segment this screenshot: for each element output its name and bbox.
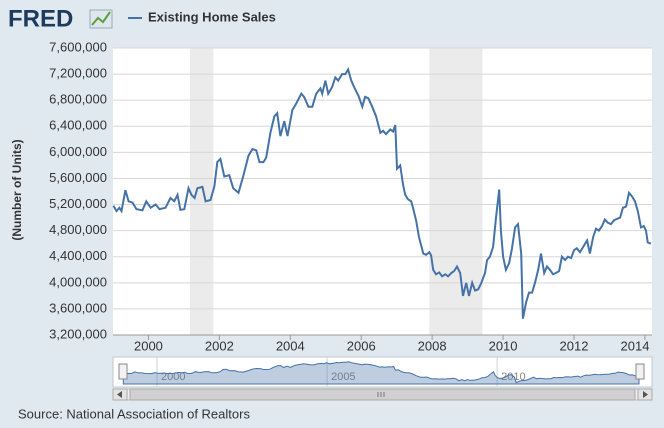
y-tick-label: 4,400,000 (49, 248, 107, 263)
y-tick-label: 5,600,000 (49, 170, 107, 185)
y-tick-label: 7,600,000 (49, 39, 107, 54)
y-tick-label: 3,200,000 (49, 326, 107, 341)
x-tick-label: 2012 (560, 338, 589, 353)
recession-band (189, 48, 214, 335)
x-tick-label: 2004 (276, 338, 305, 353)
navigator[interactable]: 2000 2005 2010 (112, 356, 653, 388)
x-tick-label: 2000 (134, 338, 163, 353)
y-tick-label: 7,200,000 (49, 66, 107, 81)
x-tick-label: 2006 (347, 338, 376, 353)
x-tick-label: 2008 (418, 338, 447, 353)
navigator-area (122, 361, 640, 385)
source-note: Source: National Association of Realtors (18, 406, 250, 421)
recession-band (429, 48, 483, 335)
navigator-handle[interactable] (118, 363, 128, 380)
logo-icon (89, 9, 113, 29)
y-tick-label: 6,000,000 (49, 144, 107, 159)
y-tick-label: 4,000,000 (49, 274, 107, 289)
navigator-tick-label: 2005 (331, 371, 355, 383)
x-tick-label: 2014 (621, 338, 650, 353)
y-tick-label: 4,800,000 (49, 222, 107, 237)
scrollbar[interactable] (112, 388, 653, 401)
x-tick-label: 2010 (489, 338, 518, 353)
x-tick-label: 2002 (205, 338, 234, 353)
y-tick-label: 6,400,000 (49, 118, 107, 133)
navigator-handle[interactable] (635, 363, 645, 380)
y-tick-label: 6,800,000 (49, 92, 107, 107)
legend-label: Existing Home Sales (148, 9, 276, 24)
y-tick-label: 5,200,000 (49, 196, 107, 211)
y-axis-title: (Number of Units) (10, 139, 24, 240)
data-line (112, 67, 652, 319)
y-tick-label: 3,600,000 (49, 300, 107, 315)
brand-logo: FRED (8, 5, 73, 32)
